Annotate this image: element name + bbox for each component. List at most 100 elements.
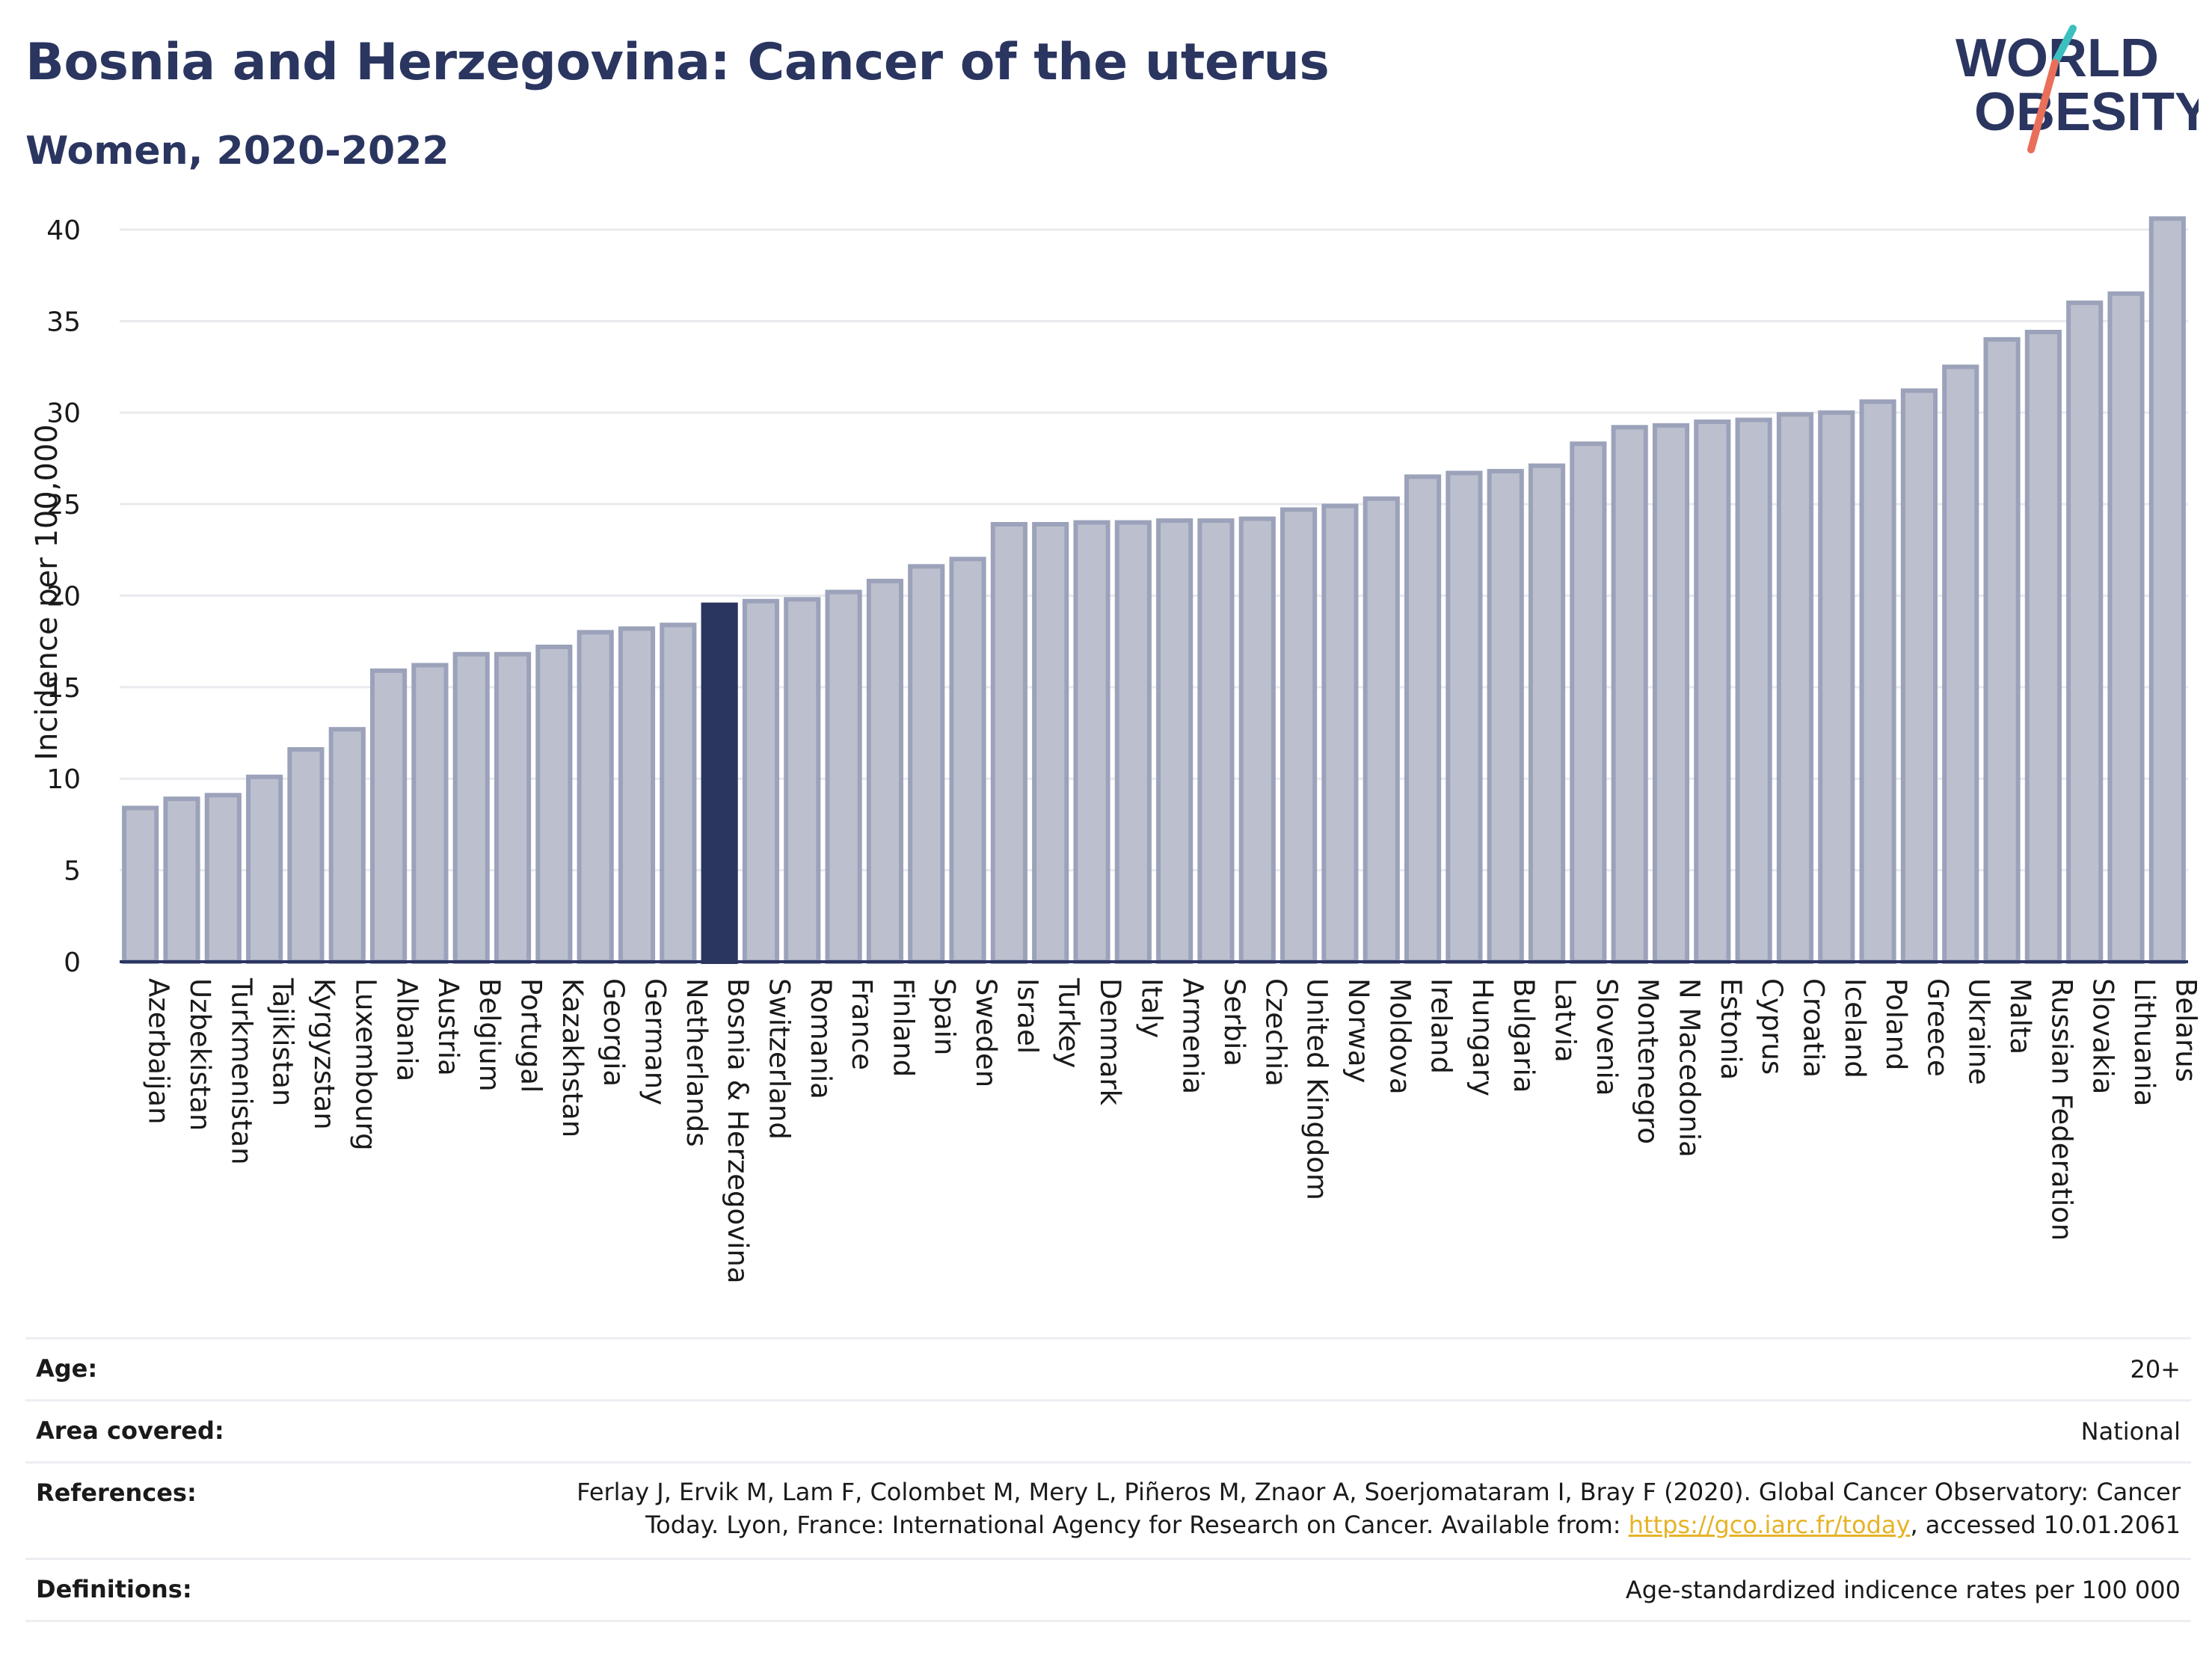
x-tick-label: Azerbaijan	[143, 978, 175, 1125]
x-tick-label: N Macedonia	[1674, 978, 1706, 1158]
x-tick-label: France	[846, 978, 878, 1070]
bar	[2107, 291, 2145, 965]
bar	[1942, 364, 1979, 964]
bar	[1321, 503, 1359, 964]
bar	[1528, 463, 1566, 964]
references-link[interactable]: https://gco.iarc.fr/today	[1628, 1511, 1911, 1539]
bar	[2066, 300, 2104, 965]
bar	[287, 747, 325, 964]
x-tick-label: Switzerland	[763, 978, 795, 1140]
bar	[204, 793, 242, 965]
x-tick-label: Cyprus	[1756, 978, 1788, 1075]
x-tick-label: Denmark	[1094, 978, 1126, 1106]
world-obesity-logo: WORLD OBESITY	[1956, 25, 2199, 153]
bar	[1570, 441, 1607, 964]
x-tick-label: Romania	[805, 978, 837, 1099]
x-tick-label: Slovakia	[2087, 978, 2119, 1094]
bar	[1859, 399, 1896, 964]
bar	[535, 645, 573, 964]
x-tick-label: Belarus	[2169, 978, 2202, 1082]
bar	[1735, 417, 1772, 964]
x-tick-label: Malta	[2004, 978, 2036, 1054]
references-text: Today. Lyon, France: International Agenc…	[645, 1511, 1629, 1539]
bar	[866, 578, 903, 965]
x-tick-label: Serbia	[1218, 978, 1250, 1066]
meta-label-age: Age:	[36, 1354, 98, 1383]
bar	[2148, 216, 2186, 964]
x-tick-label: Greece	[1921, 978, 1953, 1077]
bar	[1280, 507, 1318, 964]
x-tick-label: Ukraine	[1963, 978, 1995, 1085]
bar	[990, 522, 1027, 964]
x-tick-label: Norway	[1342, 978, 1374, 1083]
meta-row-definitions: Definitions: Age-standardized indicence …	[25, 1558, 2191, 1622]
page-title: Bosnia and Herzegovina: Cancer of the ut…	[25, 33, 1330, 92]
bar	[825, 589, 862, 964]
logo-slash-teal	[2051, 25, 2077, 67]
x-tick-label: Georgia	[597, 978, 630, 1087]
bar-chart: 0 5 10 15 20 25 30 35 40 Incidence per 100,000 Aze…	[30, 215, 2202, 1284]
x-tick-label: Kyrgyzstan	[308, 978, 340, 1130]
x-tick-label: Croatia	[1797, 978, 1829, 1078]
x-tick-label: Belgium	[473, 978, 506, 1092]
x-tick-label: Uzbekistan	[184, 978, 216, 1131]
bar	[1818, 410, 1855, 964]
bar	[1197, 518, 1235, 964]
meta-row-references: References: Ferlay J, Ervik M, Lam F, Co…	[25, 1461, 2191, 1558]
x-tick-label: Russian Federation	[2045, 978, 2077, 1241]
y-tick-label: 0	[64, 948, 81, 978]
bar	[452, 651, 490, 964]
bar	[1032, 522, 1069, 964]
y-axis-label: Incidence per 100,000	[30, 424, 64, 761]
bar	[1362, 496, 1400, 964]
bar	[1652, 423, 1690, 964]
bar	[1238, 516, 1276, 964]
bar	[1983, 337, 2021, 964]
x-tick-label: Sweden	[970, 978, 1002, 1087]
y-tick-label: 30	[46, 399, 81, 429]
bar	[701, 602, 738, 964]
x-tick-label: Luxembourg	[349, 978, 381, 1151]
x-tick-label: Finland	[887, 978, 919, 1077]
x-tick-label: Poland	[1880, 978, 1912, 1071]
bar	[784, 597, 821, 964]
meta-row-area: Area covered: National	[25, 1399, 2191, 1461]
x-tick-label: Hungary	[1466, 978, 1499, 1096]
bar	[411, 663, 449, 964]
bar	[328, 727, 366, 965]
logo-slash-coral	[2027, 59, 2059, 153]
x-tick-label: Bulgaria	[1508, 978, 1540, 1093]
x-tick-label: Albania	[391, 978, 423, 1081]
y-tick-label: 20	[46, 581, 81, 612]
bar	[1776, 412, 1814, 964]
meta-value-age: 20+	[2130, 1355, 2181, 1384]
y-tick-label: 25	[46, 490, 81, 521]
x-tick-label: Turkmenistan	[225, 977, 257, 1165]
bar	[660, 622, 697, 965]
bar	[1156, 518, 1193, 964]
meta-value-definitions: Age-standardized indicence rates per 100…	[1625, 1576, 2181, 1604]
page-subtitle: Women, 2020-2022	[25, 129, 449, 174]
y-tick-label: 40	[46, 215, 81, 246]
bar	[1900, 388, 1938, 964]
x-tick-label: Latvia	[1549, 978, 1582, 1063]
x-tick-label: Ireland	[1425, 978, 1457, 1074]
references-line-1: Ferlay J, Ervik M, Lam F, Colombet M, Me…	[577, 1478, 2181, 1506]
y-tick-label: 10	[46, 764, 81, 795]
bar	[908, 564, 945, 964]
x-tick-label: Turkey	[1053, 977, 1085, 1068]
metadata-table: Age: 20+ Area covered: National Referenc…	[25, 1337, 2191, 1622]
x-tick-label: Austria	[432, 978, 464, 1076]
bar	[949, 556, 986, 964]
x-tick-label: Moldova	[1383, 978, 1416, 1095]
x-tick-label: Portugal	[515, 978, 547, 1093]
bar	[577, 630, 614, 965]
x-tick-label: Iceland	[1839, 978, 1871, 1078]
bar	[1114, 520, 1152, 964]
y-tick-label: 5	[64, 856, 81, 887]
y-tick-label: 15	[46, 673, 81, 704]
bar	[618, 626, 656, 964]
x-tick-label: Estonia	[1715, 978, 1747, 1080]
x-tick-label: Montenegro	[1632, 978, 1664, 1144]
x-tick-label: Armenia	[1177, 978, 1209, 1094]
